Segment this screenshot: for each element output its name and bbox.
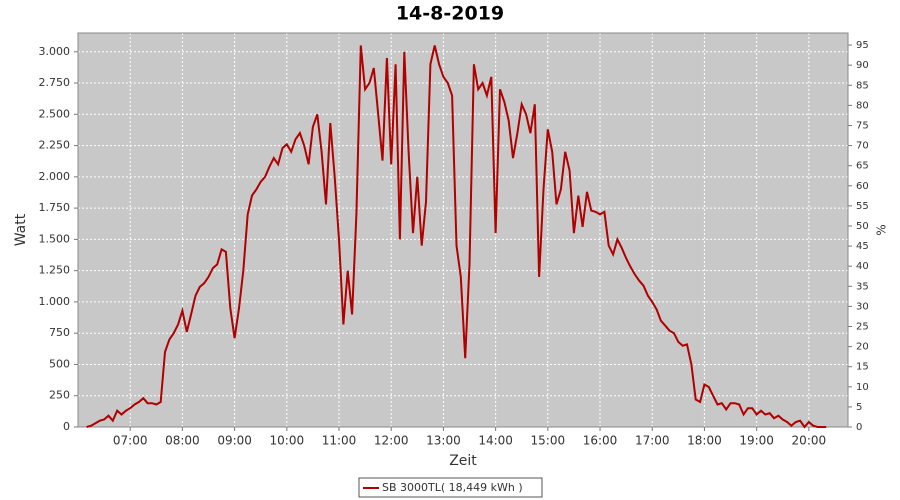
- y2-tick-label: 50: [856, 221, 869, 232]
- y2-tick-label: 75: [856, 120, 869, 131]
- y-tick-label: 500: [49, 357, 70, 370]
- y2-tick-label: 10: [856, 382, 869, 393]
- x-tick-label: 07:00: [113, 434, 148, 448]
- y2-tick-label: 60: [856, 181, 869, 192]
- x-tick-label: 16:00: [583, 434, 618, 448]
- x-tick-label: 08:00: [165, 434, 200, 448]
- x-tick-label: 18:00: [687, 434, 722, 448]
- y2-tick-label: 25: [856, 321, 869, 332]
- y-tick-label: 0: [63, 420, 70, 433]
- y2-tick-label: 65: [856, 161, 869, 172]
- x-tick-label: 13:00: [426, 434, 461, 448]
- plot-area: [78, 33, 848, 427]
- x-tick-label: 12:00: [374, 434, 409, 448]
- y-tick-label: 3.000: [39, 45, 71, 58]
- x-tick-label: 14:00: [478, 434, 513, 448]
- y2-tick-label: 80: [856, 100, 869, 111]
- x-tick-label: 17:00: [635, 434, 670, 448]
- y2-tick-label: 95: [856, 40, 869, 51]
- y2-tick-label: 55: [856, 201, 869, 212]
- y-tick-label: 250: [49, 389, 70, 402]
- y-tick-label: 2.000: [39, 170, 71, 183]
- y-tick-label: 2.500: [39, 107, 71, 120]
- x-tick-label: 09:00: [217, 434, 252, 448]
- x-tick-label: 15:00: [531, 434, 566, 448]
- y-tick-label: 2.250: [39, 139, 71, 152]
- x-tick-label: 20:00: [792, 434, 827, 448]
- x-tick-label: 11:00: [322, 434, 357, 448]
- y2-axis-label: %: [875, 224, 889, 235]
- y2-tick-label: 5: [856, 402, 862, 413]
- x-axis-label: Zeit: [449, 453, 477, 469]
- y2-tick-label: 85: [856, 80, 869, 91]
- y2-tick-label: 35: [856, 281, 869, 292]
- y-tick-label: 1.250: [39, 264, 71, 277]
- y2-tick-label: 70: [856, 141, 869, 152]
- y2-tick-label: 40: [856, 261, 869, 272]
- x-tick-label: 19:00: [739, 434, 774, 448]
- y2-tick-label: 30: [856, 301, 869, 312]
- y-tick-label: 1.750: [39, 201, 71, 214]
- y-tick-label: 2.750: [39, 76, 71, 89]
- plot-border: [77, 32, 849, 428]
- y2-tick-label: 15: [856, 362, 869, 373]
- y-tick-label: 1.000: [39, 295, 71, 308]
- y2-tick-label: 90: [856, 60, 869, 71]
- y-tick-label: 1.500: [39, 232, 71, 245]
- legend: [358, 477, 543, 498]
- x-tick-label: 10:00: [270, 434, 305, 448]
- legend-label: SB 3000TL( 18,449 kWh ): [382, 481, 523, 494]
- y2-tick-label: 45: [856, 241, 869, 252]
- y-tick-label: 750: [49, 326, 70, 339]
- y2-tick-label: 20: [856, 342, 869, 353]
- y2-tick-label: 0: [856, 422, 862, 433]
- chart-title: 14-8-2019: [396, 3, 504, 25]
- data-line: [86, 45, 827, 429]
- y-axis-label: Watt: [13, 213, 29, 246]
